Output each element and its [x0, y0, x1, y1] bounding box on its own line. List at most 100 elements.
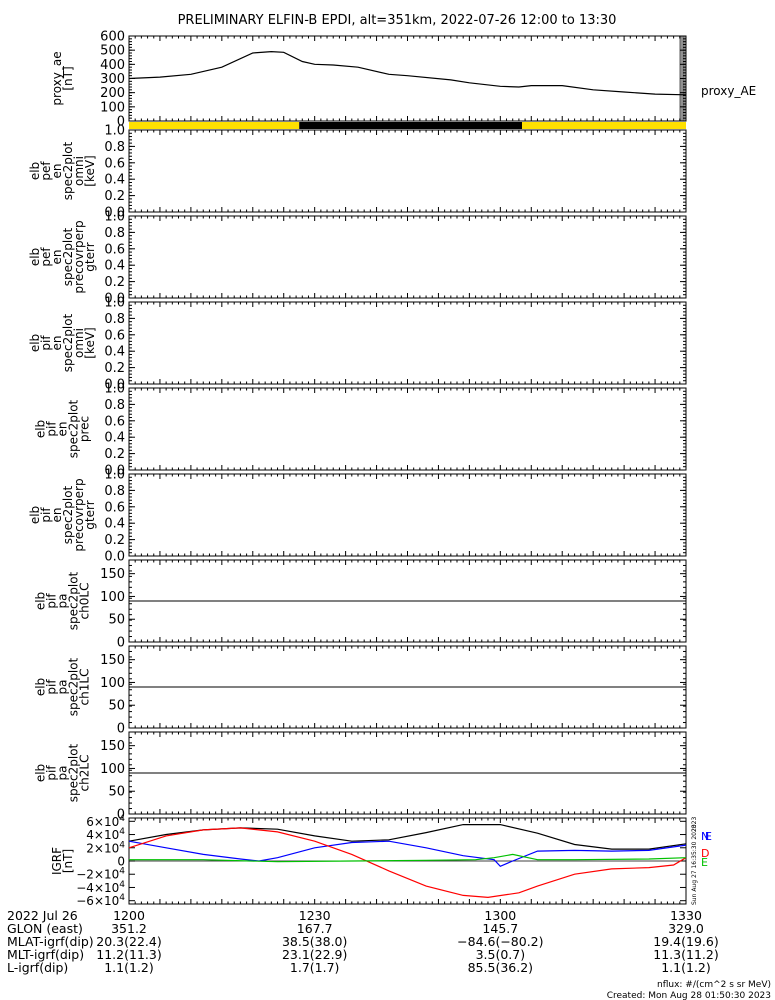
orbit-flag-segment — [521, 122, 686, 129]
pa_ch1-ylabel: elb — [34, 678, 48, 696]
pif_precovrperp-ytick-label: 0.4 — [104, 517, 125, 532]
pa_ch0-ytick-label: 100 — [100, 590, 125, 605]
pef_precovrperp-ylabel: gterr — [83, 242, 97, 271]
pa_ch0-ytick-label: 150 — [100, 567, 125, 582]
pif_omni-ylabel: omni — [72, 328, 86, 358]
xtick-label: 1300 — [484, 908, 516, 923]
pif_omni-ylabel: en — [50, 336, 64, 351]
ephem-value: 38.5(38.0) — [282, 934, 347, 949]
pef_precovrperp-ytick-label: 0.6 — [104, 242, 125, 257]
grf-legend-e: E — [705, 830, 712, 843]
grf-ytick-exponent: 4 — [119, 840, 125, 850]
pef_precovrperp-ylabel: en — [50, 250, 64, 265]
pif_prec-ylabel: pif — [45, 421, 59, 437]
xtick-label: 1330 — [670, 908, 702, 923]
pef_omni-ylabel: elb — [28, 162, 42, 180]
pa_ch1-ytick-label: 100 — [100, 676, 125, 691]
grf-ytick-label: 2×104 — [86, 840, 125, 855]
timestamps: Sun Aug 27 16:35:30 2023 2023 — [691, 817, 698, 905]
proxy_ae-ytick-label: 500 — [100, 44, 125, 59]
pif_omni-ytick-label: 0.2 — [104, 361, 125, 376]
grf-series-X — [128, 823, 687, 850]
ephem-value: 85.5(36.2) — [468, 960, 533, 975]
pa_ch2-ylabel: spec2plot — [67, 743, 81, 802]
pef_omni-ytick-label: 0.0 — [104, 206, 125, 221]
pif_omni-ylabel: pif — [39, 335, 53, 351]
panels: 0100200300400500600proxy_ae[nT]proxy_AE0… — [28, 30, 756, 909]
pa_ch2-ylabel: elb — [34, 764, 48, 782]
pif_omni-ytick-label: 0.8 — [104, 312, 125, 327]
ephem-value: 167.7 — [297, 921, 333, 936]
ephem-row-label: GLON (east) — [7, 921, 83, 936]
pef_precovrperp-ytick-label: 0.2 — [104, 275, 125, 290]
created-note: Created: Mon Aug 28 01:50:30 2023 — [607, 991, 771, 1000]
grf-ylabel: IGRF — [50, 847, 64, 875]
pa_ch2-ytick-label: 50 — [108, 785, 125, 800]
pif_precovrperp-ylabel: en — [50, 508, 64, 523]
nflux-note: nflux: #/(cm^2 s sr MeV) — [657, 980, 771, 990]
proxy_ae-ylabel: [nT] — [61, 66, 75, 90]
pa_ch0-ytick-label: 0 — [117, 636, 125, 651]
ephem-value: −84.6(−80.2) — [457, 934, 543, 949]
pef_omni-ylabel: [keV] — [83, 155, 97, 186]
ephem-row-label: MLT-igrf(dip) — [7, 947, 84, 962]
pif_prec-ytick-label: 0.2 — [104, 447, 125, 462]
pif_precovrperp-ytick-label: 0.8 — [104, 484, 125, 499]
pif_precovrperp-ylabel: spec2plot — [61, 485, 75, 544]
pa_ch0-ylabel: pa — [56, 594, 70, 609]
pif_prec-ytick-label: 0.0 — [104, 464, 125, 479]
pa_ch0-ytick-label: 50 — [108, 613, 125, 628]
pif_omni-ytick-label: 1.0 — [104, 296, 125, 311]
pif_omni-ylabel: [keV] — [83, 327, 97, 358]
pif_precovrperp-ytick-label: 0.0 — [104, 550, 125, 565]
pif_omni-ytick-label: 0.6 — [104, 328, 125, 343]
grf-ytick-label: 6×104 — [86, 814, 125, 829]
proxy_ae-ytick-label: 0 — [117, 115, 125, 130]
pa_ch2-ylabel: ch2LC — [78, 755, 92, 792]
pa_ch2-ytick-label: 100 — [100, 762, 125, 777]
ephem-value: 1.7(1.7) — [290, 960, 340, 975]
pef_omni-ylabel: omni — [72, 156, 86, 186]
proxy_ae-ytick-label: 400 — [100, 58, 125, 73]
grf-ytick-label: 4×104 — [86, 827, 125, 842]
pef_omni-ytick-label: 0.4 — [104, 173, 125, 188]
pa_ch0-ylabel: pif — [45, 593, 59, 609]
pif_precovrperp-ytick-label: 0.2 — [104, 533, 125, 548]
pef_precovrperp-ylabel: elb — [28, 248, 42, 266]
stamp-top: 2023 — [691, 817, 698, 832]
proxy_ae-ytick-label: 100 — [100, 100, 125, 115]
grf-ytick-label: −4×104 — [76, 880, 125, 895]
grf-ytick-label: −6×104 — [76, 893, 125, 908]
pif_omni-ylabel: spec2plot — [61, 313, 75, 372]
proxy_ae-legend: proxy_AE — [701, 84, 756, 98]
pif_prec-ytick-label: 0.4 — [104, 431, 125, 446]
pif_prec-frame — [128, 387, 687, 471]
xtick-label: 1230 — [299, 908, 331, 923]
pa_ch1-ytick-label: 150 — [100, 653, 125, 668]
ephem-value: 19.4(19.6) — [653, 934, 718, 949]
grf-ytick-label: 0 — [117, 855, 125, 869]
pef_precovrperp-ylabel: pef — [39, 247, 53, 267]
pa_ch1-ylabel: spec2plot — [67, 657, 81, 716]
pa_ch1-ylabel: ch1LC — [78, 669, 92, 706]
figure-title: PRELIMINARY ELFIN-B EPDI, alt=351km, 202… — [178, 13, 617, 28]
pef_omni-ylabel: en — [50, 164, 64, 179]
ephem-row-label: MLAT-igrf(dip) — [7, 934, 94, 949]
grf-ytick-exponent: 4 — [119, 880, 125, 890]
pef_omni-ylabel: pef — [39, 161, 53, 181]
pif_precovrperp-ylabel: precovrperp — [72, 478, 86, 551]
grf-ytick-label: −2×104 — [76, 867, 125, 882]
ephem-row-label: L-igrf(dip) — [7, 960, 68, 975]
pef_precovrperp-ytick-label: 0.4 — [104, 259, 125, 274]
grf-ytick-exponent: 4 — [119, 867, 125, 877]
ephem-value: 1.1(1.2) — [661, 960, 711, 975]
ephem-value: 329.0 — [668, 921, 704, 936]
pa_ch1-ytick-label: 0 — [117, 722, 125, 737]
grf-legend-n: N — [701, 830, 709, 843]
pa_ch1-ytick-label: 50 — [108, 699, 125, 714]
ephem-value: 11.3(11.2) — [653, 947, 718, 962]
pa_ch0-ylabel: ch0LC — [78, 583, 92, 620]
pa_ch0-ylabel: elb — [34, 592, 48, 610]
